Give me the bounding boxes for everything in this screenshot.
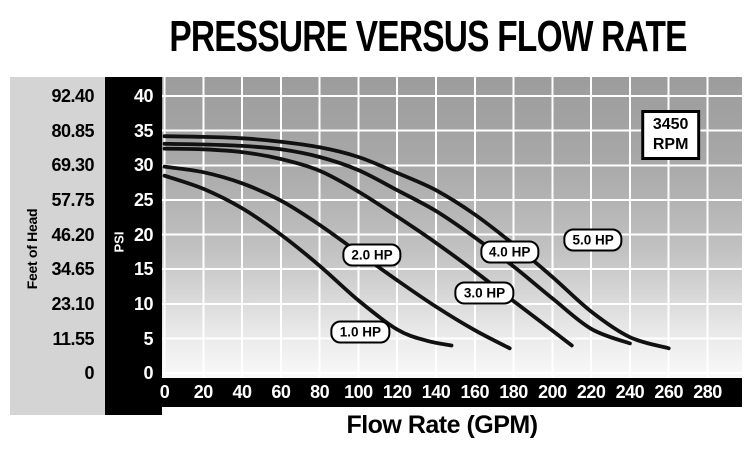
x-tick-240: 240 (615, 382, 645, 402)
x-tick-160: 160 (460, 382, 490, 402)
feet-tick-23.10: 23.10 (51, 293, 94, 314)
x-tick-140: 140 (421, 382, 451, 402)
feet-tick-34.65: 34.65 (51, 259, 94, 280)
plot-svg (162, 77, 742, 378)
curve-1-0-hp (162, 173, 454, 348)
pump-curves (162, 134, 671, 351)
hp-label-4-0-hp: 4.0 HP (480, 240, 540, 264)
feet-tick-0: 0 (84, 363, 94, 384)
rpm-badge: 3450 RPM (640, 109, 701, 160)
chart-title: PRESSURE VERSUS FLOW RATE (169, 12, 687, 61)
x-tick-200: 200 (538, 382, 567, 402)
hp-label-2-0-hp: 2.0 HP (342, 243, 402, 267)
x-tick-40: 40 (232, 382, 253, 402)
x-tick-0: 0 (159, 382, 170, 402)
x-tick-100: 100 (344, 382, 373, 402)
psi-tick-40: 40 (133, 85, 154, 106)
curve-3-0-hp (162, 146, 574, 348)
feet-tick-57.75: 57.75 (51, 189, 94, 210)
hp-label-5-0-hp: 5.0 HP (563, 228, 623, 252)
feet-tick-46.20: 46.20 (51, 224, 94, 245)
hp-label-3-0-hp: 3.0 HP (454, 281, 515, 305)
x-tick-80: 80 (310, 382, 330, 402)
hp-label-1-0-hp: 1.0 HP (330, 320, 390, 344)
x-tick-280: 280 (693, 382, 722, 402)
psi-tick-0: 0 (143, 363, 153, 384)
x-axis-title: Flow Rate (GPM) (346, 411, 538, 439)
feet-tick-80.85: 80.85 (51, 120, 94, 141)
x-tick-260: 260 (654, 382, 683, 402)
feet-tick-69.30: 69.30 (51, 155, 94, 176)
curve-5-0-hp (162, 134, 671, 351)
x-tick-180: 180 (499, 382, 528, 402)
x-tick-20: 20 (193, 382, 214, 402)
feet-tick-11.55: 11.55 (52, 328, 94, 349)
rpm-badge-line: RPM (652, 135, 689, 153)
psi-tick-15: 15 (133, 259, 154, 280)
psi-tick-20: 20 (133, 224, 154, 245)
psi-tick-25: 25 (133, 189, 154, 210)
psi-axis: PSI 40 35 30 25 20 15 10 5 0 (105, 77, 162, 415)
curve-4-0-hp (162, 141, 632, 346)
feet-of-head-axis: Feet of Head 92.40 80.85 69.30 57.75 46.20 34… (10, 77, 105, 415)
x-tick-220: 220 (576, 382, 606, 402)
psi-tick-30: 30 (133, 155, 154, 176)
feet-tick-92.40: 92.40 (51, 85, 94, 106)
psi-tick-5: 5 (143, 328, 153, 349)
curve-2-0-hp (162, 164, 512, 351)
rpm-badge-line: 3450 (652, 115, 689, 133)
plot-area: 1.0 HP 2.0 HP 3.0 HP 4.0 HP 5.0 HP 3450 RPM (162, 77, 742, 378)
psi-tick-10: 10 (133, 293, 154, 314)
x-tick-60: 60 (271, 382, 291, 402)
x-axis: 0 20 40 60 80 100 120 140 160 180 200 220 240 260 280 (159, 378, 742, 407)
x-tick-120: 120 (382, 382, 412, 402)
psi-tick-35: 35 (133, 120, 154, 141)
